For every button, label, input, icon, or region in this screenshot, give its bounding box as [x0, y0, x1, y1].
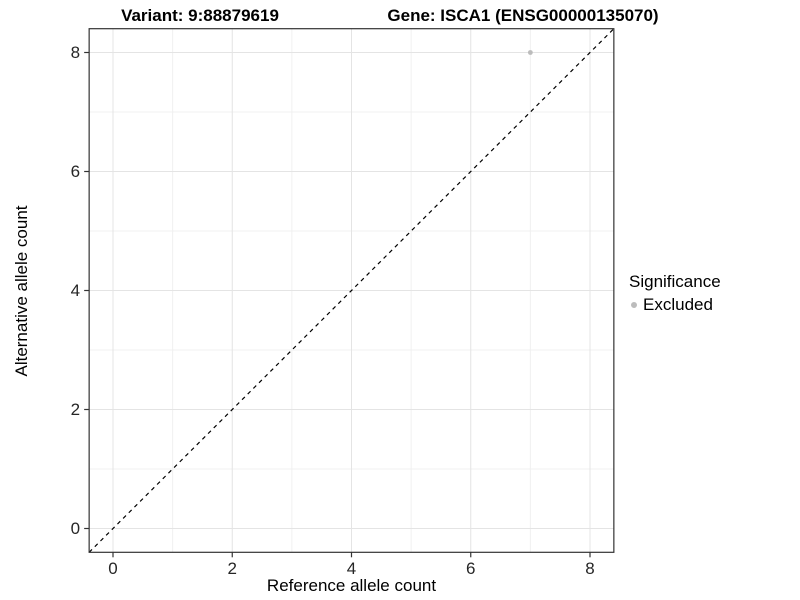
excluded-point-icon [631, 302, 637, 308]
x-axis-title: Reference allele count [266, 576, 437, 595]
y-tick-label: 8 [70, 42, 81, 62]
legend-title: Significance [629, 272, 721, 291]
x-tick-label: 2 [227, 559, 237, 579]
x-tick-label: 0 [108, 559, 118, 579]
legend-item-label: Excluded [643, 295, 713, 314]
x-tick-label: 6 [466, 559, 476, 579]
data-point [527, 50, 533, 55]
y-tick-label: 4 [70, 280, 81, 300]
plot-title-variant: Variant: 9:88879619 [121, 6, 279, 25]
x-tick-label: 4 [346, 559, 357, 579]
legend-item-excluded: Excluded [629, 295, 721, 315]
y-tick-label: 2 [70, 399, 81, 419]
y-axis-title: Alternative allele count [12, 204, 31, 377]
legend: Significance Excluded [629, 272, 721, 315]
y-tick-label: 0 [70, 518, 81, 538]
plot-title-gene: Gene: ISCA1 (ENSG00000135070) [387, 6, 659, 25]
identity-line [88, 28, 615, 553]
x-tick-label: 8 [585, 559, 595, 579]
y-tick-label: 6 [70, 161, 81, 181]
